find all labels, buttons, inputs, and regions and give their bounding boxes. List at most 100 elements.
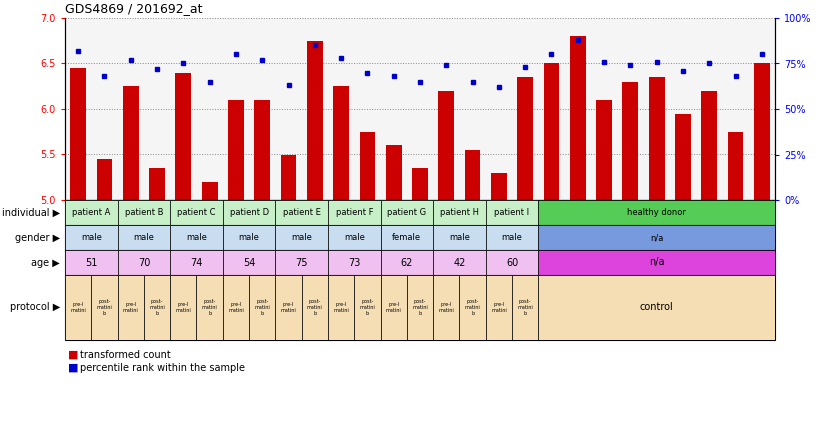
Bar: [328, 200, 380, 225]
Text: patient H: patient H: [440, 208, 478, 217]
Bar: [380, 225, 432, 250]
Text: n/a: n/a: [649, 233, 663, 242]
Bar: [197, 275, 223, 340]
Text: 74: 74: [190, 258, 202, 267]
Text: pre-I
matini: pre-I matini: [491, 302, 506, 313]
Bar: [538, 200, 774, 225]
Text: 54: 54: [242, 258, 255, 267]
Bar: [538, 225, 774, 250]
Bar: [275, 200, 328, 225]
Bar: [91, 275, 117, 340]
Text: individual ▶: individual ▶: [2, 207, 60, 218]
Bar: [275, 250, 328, 275]
Text: patient A: patient A: [72, 208, 111, 217]
Bar: [65, 200, 117, 225]
Text: pre-I
matini: pre-I matini: [333, 302, 349, 313]
Text: 75: 75: [295, 258, 308, 267]
Text: transformed count: transformed count: [80, 350, 170, 360]
Text: protocol ▶: protocol ▶: [10, 302, 60, 313]
Bar: [485, 275, 511, 340]
Bar: [380, 200, 432, 225]
Text: post-
matini
b: post- matini b: [201, 299, 217, 316]
Bar: [328, 225, 380, 250]
Text: GDS4869 / 201692_at: GDS4869 / 201692_at: [65, 2, 202, 15]
Bar: [117, 225, 170, 250]
Text: post-
matini
b: post- matini b: [412, 299, 428, 316]
Bar: [517, 77, 532, 200]
Text: male: male: [501, 233, 522, 242]
Text: pre-I
matini: pre-I matini: [123, 302, 138, 313]
Bar: [432, 200, 485, 225]
Text: pre-I
matini: pre-I matini: [175, 302, 191, 313]
Bar: [123, 86, 138, 200]
Text: post-
matini
b: post- matini b: [149, 299, 165, 316]
Bar: [149, 168, 165, 200]
Bar: [143, 275, 170, 340]
Bar: [170, 250, 223, 275]
Text: 70: 70: [138, 258, 150, 267]
Text: age ▶: age ▶: [31, 258, 60, 267]
Bar: [333, 86, 349, 200]
Text: 73: 73: [347, 258, 360, 267]
Bar: [175, 73, 191, 200]
Bar: [65, 275, 91, 340]
Bar: [170, 200, 223, 225]
Bar: [538, 250, 774, 275]
Bar: [249, 275, 275, 340]
Text: ■: ■: [68, 350, 79, 360]
Bar: [223, 200, 275, 225]
Bar: [406, 275, 432, 340]
Bar: [275, 225, 328, 250]
Bar: [117, 250, 170, 275]
Bar: [543, 63, 559, 200]
Bar: [223, 275, 249, 340]
Bar: [648, 77, 663, 200]
Bar: [223, 250, 275, 275]
Bar: [65, 225, 117, 250]
Bar: [65, 250, 117, 275]
Text: control: control: [639, 302, 672, 313]
Bar: [380, 250, 432, 275]
Bar: [753, 63, 769, 200]
Text: male: male: [186, 233, 206, 242]
Bar: [432, 275, 459, 340]
Text: 62: 62: [400, 258, 413, 267]
Text: pre-I
matini: pre-I matini: [438, 302, 454, 313]
Text: male: male: [81, 233, 102, 242]
Bar: [595, 100, 611, 200]
Bar: [380, 275, 406, 340]
Bar: [674, 114, 690, 200]
Bar: [275, 275, 301, 340]
Bar: [201, 182, 217, 200]
Text: post-
matini
b: post- matini b: [97, 299, 112, 316]
Text: male: male: [291, 233, 312, 242]
Bar: [306, 41, 323, 200]
Bar: [328, 250, 380, 275]
Bar: [254, 100, 269, 200]
Bar: [170, 275, 197, 340]
Text: male: male: [449, 233, 469, 242]
Bar: [700, 91, 717, 200]
Bar: [228, 100, 243, 200]
Bar: [464, 150, 480, 200]
Bar: [301, 275, 328, 340]
Bar: [328, 275, 354, 340]
Bar: [485, 225, 538, 250]
Bar: [538, 275, 774, 340]
Text: patient C: patient C: [177, 208, 215, 217]
Text: 42: 42: [453, 258, 465, 267]
Bar: [354, 275, 380, 340]
Text: post-
matini
b: post- matini b: [517, 299, 532, 316]
Bar: [491, 173, 506, 200]
Bar: [223, 225, 275, 250]
Bar: [438, 91, 454, 200]
Bar: [97, 159, 112, 200]
Text: male: male: [343, 233, 364, 242]
Text: patient I: patient I: [494, 208, 529, 217]
Bar: [432, 225, 485, 250]
Text: patient B: patient B: [124, 208, 163, 217]
Bar: [70, 68, 86, 200]
Bar: [569, 36, 585, 200]
Text: 51: 51: [85, 258, 97, 267]
Bar: [117, 275, 143, 340]
